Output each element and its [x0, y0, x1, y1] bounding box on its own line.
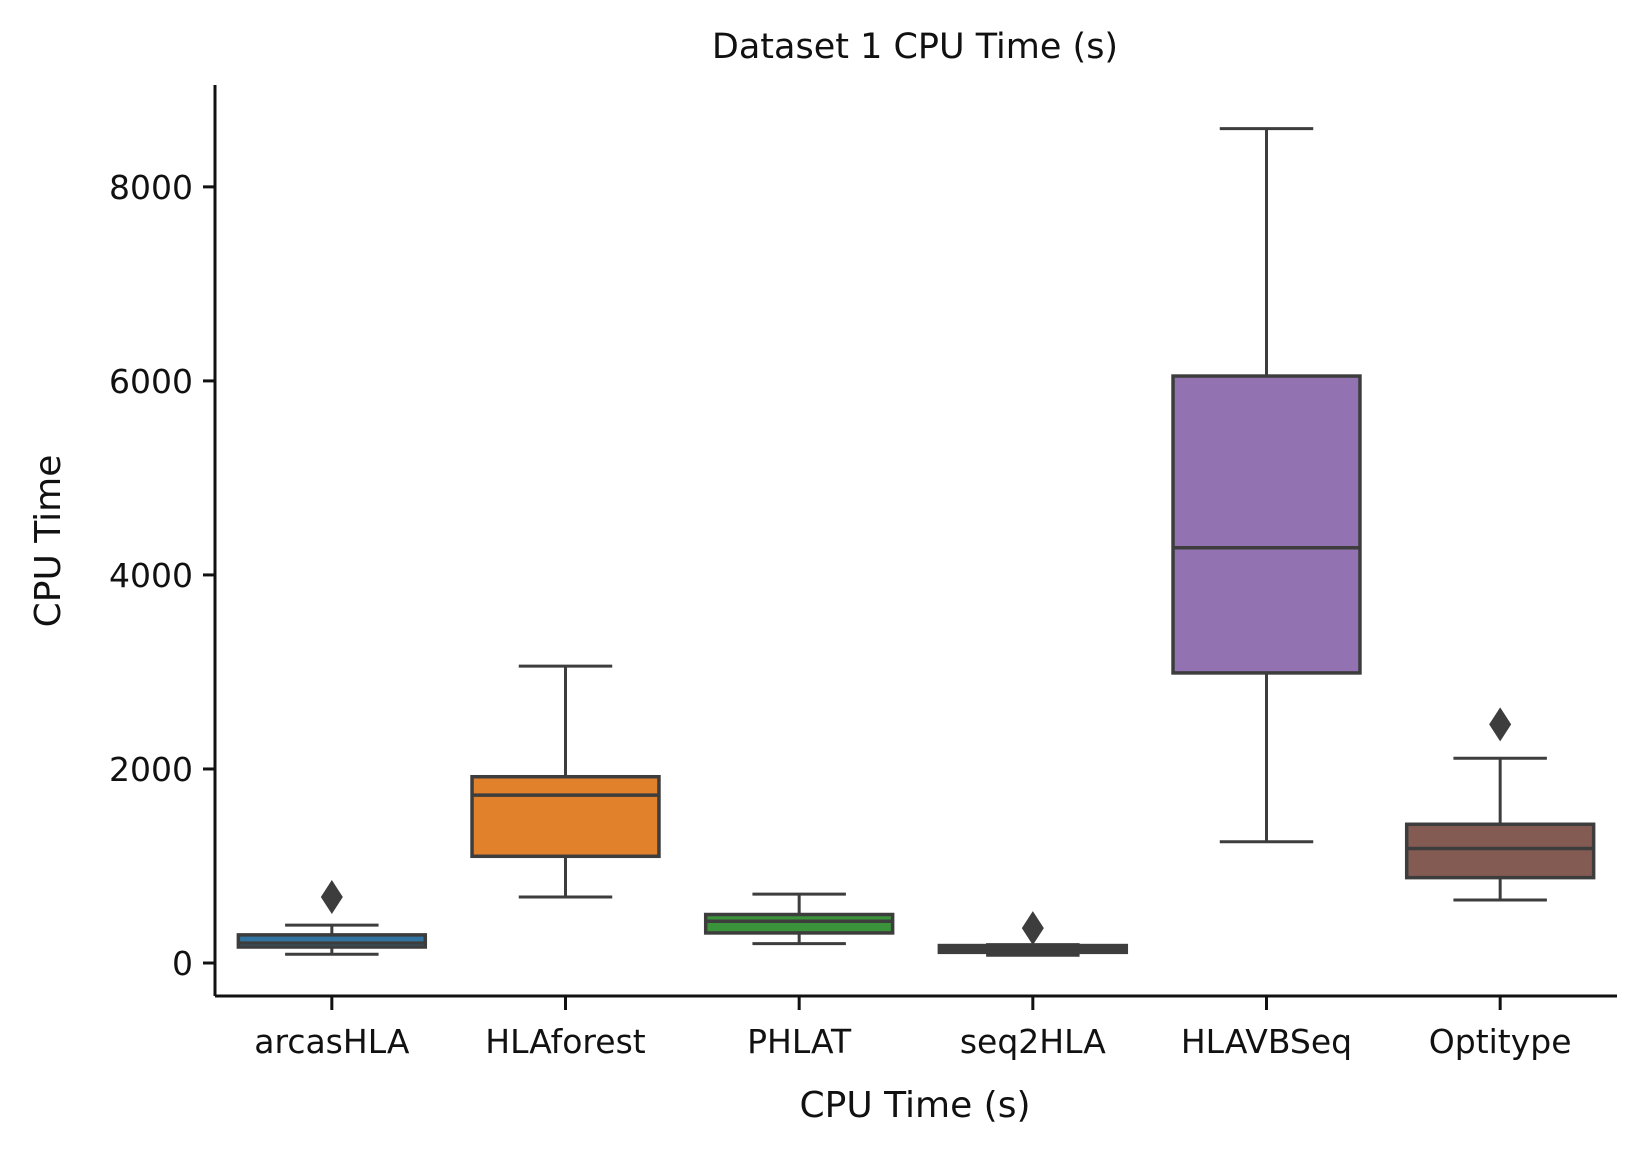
- box-PHLAT: [703, 912, 895, 935]
- box-Optitype: [1404, 822, 1596, 880]
- box-arcasHLA: [236, 933, 428, 949]
- y-tick-label: 2000: [109, 750, 193, 789]
- outlier-point: [320, 880, 343, 915]
- y-axis-title: CPU Time: [28, 455, 69, 628]
- x-tick-label: PHLAT: [747, 1022, 852, 1061]
- box-HLAforest: [470, 774, 661, 859]
- x-tick-label: arcasHLA: [254, 1022, 410, 1061]
- box-HLAVBSeq: [1171, 374, 1362, 675]
- x-tick-label: HLAVBSeq: [1181, 1022, 1352, 1061]
- chart-title: Dataset 1 CPU Time (s): [712, 27, 1118, 67]
- outlier-point: [1021, 911, 1044, 946]
- x-axis-title: CPU Time (s): [799, 1085, 1030, 1126]
- x-tick-label: Optitype: [1429, 1022, 1572, 1061]
- x-tick-label: seq2HLA: [960, 1022, 1106, 1061]
- outlier-point: [1489, 707, 1512, 742]
- y-tick-label: 0: [172, 944, 193, 983]
- y-tick-label: 6000: [109, 362, 193, 401]
- plot-area: 0 2000 4000 6000 8000 arcasHLA HLAforest PHLAT s…: [109, 85, 1617, 1061]
- x-tick-label: HLAforest: [485, 1022, 646, 1061]
- y-tick-label: 8000: [109, 168, 193, 207]
- y-tick-label: 4000: [109, 556, 193, 595]
